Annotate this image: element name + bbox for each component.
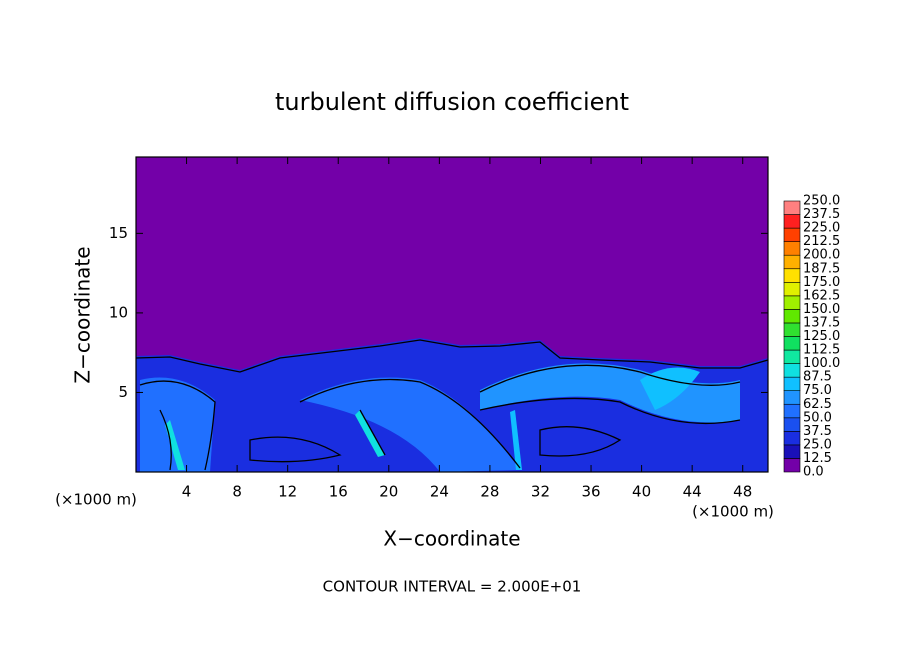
colorbar-bin bbox=[783, 268, 801, 283]
x-unit: (×1000 m) bbox=[55, 491, 137, 509]
colorbar-label: 237.5 bbox=[803, 207, 840, 222]
field-region bbox=[480, 363, 740, 423]
x-tick-label: 16 bbox=[329, 483, 348, 501]
colorbar-bin bbox=[783, 227, 801, 242]
x-tick-label: 4 bbox=[182, 483, 192, 501]
colorbar-label: 212.5 bbox=[803, 234, 840, 249]
colorbar-label: 162.5 bbox=[803, 288, 840, 303]
colorbar-bin bbox=[783, 458, 801, 473]
plot-frame bbox=[135, 156, 769, 473]
colorbar-label: 200.0 bbox=[803, 248, 840, 263]
colorbar-bin bbox=[783, 295, 801, 310]
colorbar-bin bbox=[783, 417, 801, 432]
note: CONTOUR INTERVAL = 2.000E+01 bbox=[323, 578, 582, 596]
y-tick-label: 10 bbox=[109, 303, 128, 321]
colorbar-label: 187.5 bbox=[803, 261, 840, 276]
y-tick-label: 15 bbox=[109, 224, 128, 242]
field-region bbox=[640, 367, 700, 410]
axes: 4 8 12 16 20 24 28 32 36 40 44 48510150.012.525.037… bbox=[109, 157, 840, 501]
colorbar-label: 25.0 bbox=[803, 437, 832, 452]
colorbar-bin bbox=[783, 281, 801, 297]
colorbar-label: 112.5 bbox=[803, 343, 840, 358]
x-axis-label: X−coordinate bbox=[383, 527, 520, 551]
x-tick-label: 48 bbox=[733, 483, 752, 501]
colorbar-label: 150.0 bbox=[803, 302, 840, 317]
x-unit: (×1000 m) bbox=[692, 503, 774, 521]
field-region bbox=[355, 410, 385, 457]
x-tick-label: 32 bbox=[531, 483, 550, 501]
colorbar-bin bbox=[783, 254, 801, 270]
x-tick-label: 24 bbox=[430, 483, 449, 501]
colorbar-label: 137.5 bbox=[803, 315, 840, 330]
colorbar-bin bbox=[783, 444, 801, 459]
colorbar-bin bbox=[783, 309, 801, 324]
colorbar-label: 87.5 bbox=[803, 370, 832, 385]
colorbar-label: 12.5 bbox=[803, 451, 832, 466]
chart-title: turbulent diffusion coefficient bbox=[275, 88, 629, 116]
colorbar-label: 75.0 bbox=[803, 383, 832, 398]
colorbar-bin bbox=[783, 390, 801, 405]
y-axis-label: Z−coordinate bbox=[71, 246, 95, 383]
colorbar-label: 175.0 bbox=[803, 275, 840, 290]
colorbar-bin bbox=[783, 363, 801, 378]
colorbar-bin bbox=[783, 336, 801, 351]
colorbar-label: 250.0 bbox=[803, 194, 840, 209]
colorbar-label: 37.5 bbox=[803, 424, 832, 439]
x-tick-label: 36 bbox=[581, 483, 600, 501]
x-tick-label: 44 bbox=[683, 483, 702, 501]
x-tick-label: 40 bbox=[632, 483, 651, 501]
field-region bbox=[510, 410, 522, 470]
contour-lines bbox=[135, 339, 769, 471]
x-tick-label: 20 bbox=[379, 483, 398, 501]
colorbar-bin bbox=[783, 200, 801, 215]
colorbar-bin bbox=[783, 241, 801, 256]
colorbar-label: 225.0 bbox=[803, 221, 840, 236]
field-region bbox=[140, 377, 215, 472]
colorbar-bin bbox=[783, 349, 801, 364]
colorbar-bin bbox=[783, 431, 801, 446]
colorbar-label: 100.0 bbox=[803, 356, 840, 371]
colorbar-label: 50.0 bbox=[803, 410, 832, 425]
field-region bbox=[165, 420, 185, 470]
colorbar-label: 0.0 bbox=[803, 465, 824, 480]
colorbar-bin bbox=[783, 403, 801, 419]
colorbar-label: 125.0 bbox=[803, 329, 840, 344]
field bbox=[135, 156, 769, 473]
x-tick-label: 28 bbox=[480, 483, 499, 501]
x-tick-label: 12 bbox=[278, 483, 297, 501]
colorbar-bin bbox=[783, 322, 801, 337]
colorbar-bin bbox=[783, 214, 801, 229]
colorbar-label: 62.5 bbox=[803, 397, 832, 412]
colorbar-bin bbox=[783, 376, 801, 391]
x-tick-label: 8 bbox=[232, 483, 242, 501]
field-region bbox=[300, 377, 520, 472]
y-tick-label: 5 bbox=[118, 383, 128, 401]
